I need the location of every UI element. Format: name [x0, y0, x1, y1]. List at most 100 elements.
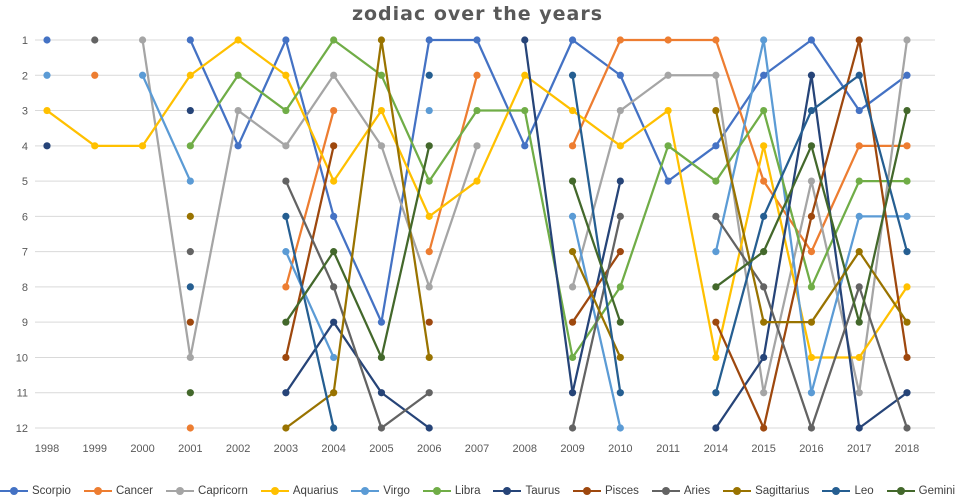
series-line-capricorn[interactable]	[714, 74, 765, 394]
series-line-sagittarius[interactable]	[858, 250, 909, 324]
series-line-cancer[interactable]	[714, 38, 765, 183]
data-point-gemini[interactable]	[616, 318, 624, 326]
data-point-capricorn[interactable]	[568, 283, 577, 291]
series-line-capricorn[interactable]	[380, 144, 431, 289]
data-point-capricorn[interactable]	[234, 106, 242, 115]
series-line-aries[interactable]	[714, 215, 765, 289]
data-point-sagittarius[interactable]	[712, 106, 720, 115]
series-line-virgo[interactable]	[141, 74, 192, 183]
data-point-libra[interactable]	[377, 71, 386, 79]
data-point-virgo[interactable]	[43, 71, 51, 79]
data-point-leo[interactable]	[712, 389, 720, 397]
data-point-libra[interactable]	[807, 283, 816, 291]
data-point-aries[interactable]	[760, 283, 768, 291]
data-point-scorpio[interactable]	[616, 71, 624, 79]
series-line-aquarius[interactable]	[666, 109, 718, 359]
data-point-scorpio[interactable]	[425, 36, 433, 44]
data-point-sagittarius[interactable]	[855, 248, 863, 256]
data-point-pisces[interactable]	[425, 318, 433, 326]
data-point-scorpio[interactable]	[903, 71, 911, 79]
series-line-pisces[interactable]	[571, 250, 622, 324]
data-point-scorpio[interactable]	[234, 142, 242, 150]
data-point-aquarius[interactable]	[138, 142, 147, 150]
legend-item-virgo[interactable]: Virgo	[351, 485, 410, 497]
data-point-leo[interactable]	[330, 424, 338, 432]
data-point-aquarius[interactable]	[43, 106, 51, 115]
data-point-libra[interactable]	[568, 353, 577, 362]
data-point-aquarius[interactable]	[568, 106, 577, 115]
data-point-aquarius[interactable]	[712, 353, 720, 362]
legend-item-scorpio[interactable]: Scorpio	[0, 485, 71, 497]
legend-item-aries[interactable]: Aries	[651, 485, 710, 497]
legend-item-gemini[interactable]: Gemini	[886, 485, 955, 497]
series-line-scorpio[interactable]	[189, 38, 240, 147]
series-line-aquarius[interactable]	[141, 74, 192, 147]
series-line-sagittarius[interactable]	[714, 109, 765, 324]
data-point-aquarius[interactable]	[903, 283, 911, 291]
series-line-gemini[interactable]	[380, 144, 431, 359]
data-point-virgo[interactable]	[568, 212, 577, 220]
data-point-capricorn[interactable]	[616, 106, 624, 115]
series-line-leo[interactable]	[762, 109, 813, 218]
data-point-pisces[interactable]	[807, 212, 816, 220]
data-point-leo[interactable]	[807, 106, 816, 115]
data-point-libra[interactable]	[521, 106, 529, 115]
series-line-scorpio[interactable]	[810, 38, 861, 112]
data-point-cancer[interactable]	[903, 142, 911, 150]
data-point-aquarius[interactable]	[330, 177, 338, 185]
data-point-virgo[interactable]	[330, 353, 338, 362]
data-point-scorpio[interactable]	[568, 36, 577, 44]
series-line-pisces[interactable]	[284, 144, 335, 359]
data-point-taurus[interactable]	[855, 424, 863, 432]
series-line-capricorn[interactable]	[189, 109, 240, 359]
data-point-aquarius[interactable]	[377, 106, 386, 115]
series-line-leo[interactable]	[284, 215, 335, 430]
series-line-aquarius[interactable]	[475, 74, 526, 183]
data-point-scorpio[interactable]	[473, 36, 481, 44]
data-point-scorpio[interactable]	[664, 177, 672, 185]
series-line-leo[interactable]	[714, 215, 765, 394]
data-point-scorpio[interactable]	[712, 142, 720, 150]
data-point-libra[interactable]	[425, 177, 433, 185]
data-point-sagittarius[interactable]	[330, 389, 338, 397]
series-line-scorpio[interactable]	[762, 38, 813, 77]
data-point-gemini[interactable]	[807, 142, 816, 150]
data-point-taurus[interactable]	[377, 389, 386, 397]
series-line-aquarius[interactable]	[45, 109, 96, 147]
data-point-cancer[interactable]	[616, 36, 624, 44]
data-point-virgo[interactable]	[712, 248, 720, 256]
data-point-sagittarius[interactable]	[568, 248, 577, 256]
data-point-taurus[interactable]	[760, 353, 768, 362]
data-point-scorpio[interactable]	[855, 106, 863, 115]
data-point-capricorn[interactable]	[664, 71, 672, 79]
data-point-cancer[interactable]	[568, 142, 577, 150]
series-line-gemini[interactable]	[284, 250, 335, 324]
data-point-leo[interactable]	[186, 283, 194, 291]
data-point-capricorn[interactable]	[473, 142, 481, 150]
legend-item-cancer[interactable]: Cancer	[83, 485, 153, 497]
data-point-aquarius[interactable]	[186, 71, 194, 79]
data-point-taurus[interactable]	[330, 318, 338, 326]
data-point-capricorn[interactable]	[807, 177, 816, 185]
series-line-capricorn[interactable]	[332, 74, 383, 147]
data-point-libra[interactable]	[903, 177, 911, 185]
data-point-libra[interactable]	[186, 142, 194, 150]
data-point-libra[interactable]	[473, 106, 481, 115]
series-line-scorpio[interactable]	[332, 215, 383, 324]
series-line-aquarius[interactable]	[332, 109, 383, 183]
data-point-virgo[interactable]	[186, 177, 194, 185]
data-point-libra[interactable]	[282, 106, 290, 115]
data-point-scorpio[interactable]	[760, 71, 768, 79]
series-line-leo[interactable]	[858, 74, 909, 253]
series-line-capricorn[interactable]	[762, 179, 813, 394]
data-point-scorpio[interactable]	[282, 36, 290, 44]
data-point-capricorn[interactable]	[330, 71, 338, 79]
data-point-cancer[interactable]	[664, 36, 672, 44]
data-point-leo[interactable]	[568, 71, 577, 79]
data-point-aries[interactable]	[377, 424, 386, 432]
data-point-gemini[interactable]	[377, 353, 386, 362]
series-line-taurus[interactable]	[714, 356, 765, 430]
series-line-cancer[interactable]	[428, 74, 479, 253]
series-line-taurus[interactable]	[810, 74, 861, 430]
data-point-aries[interactable]	[855, 283, 863, 291]
